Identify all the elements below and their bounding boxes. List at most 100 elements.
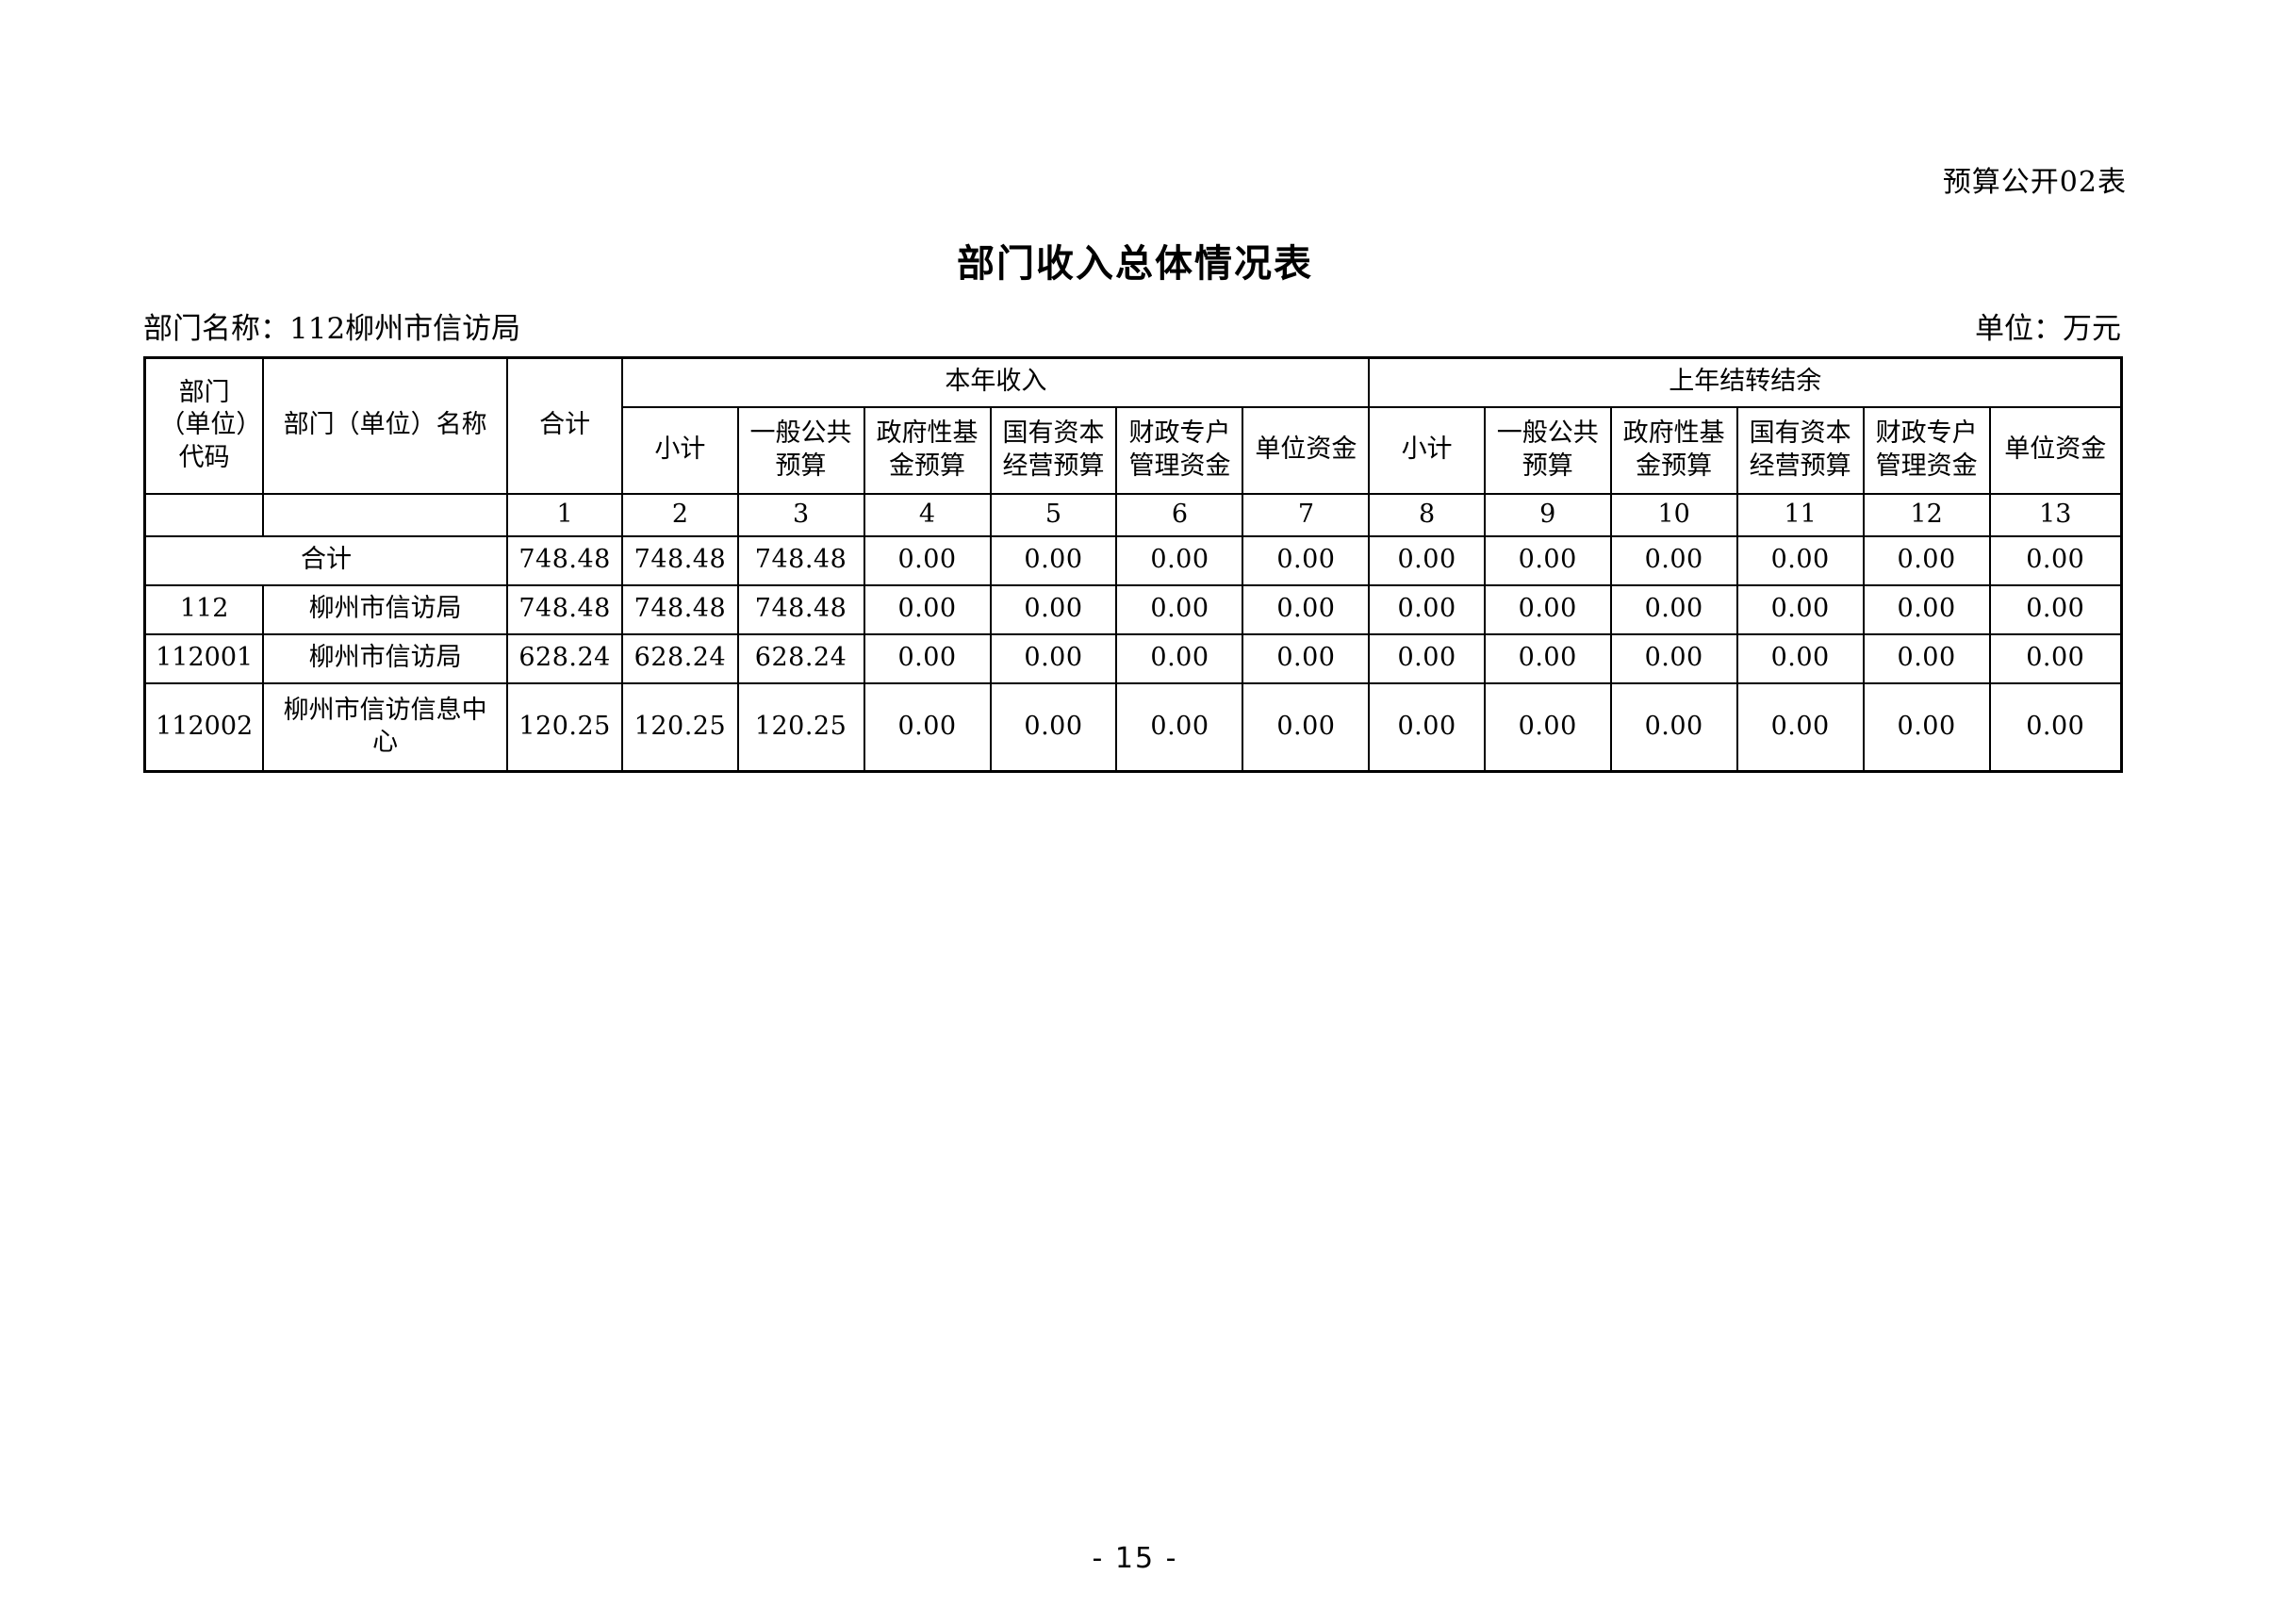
header-cy-special-account-funds: 财政专户 管理资金 (1115, 405, 1244, 495)
header-total: 合计 (505, 356, 624, 495)
cell-department-code: 112002 (143, 681, 265, 773)
colnum-name-blank (262, 492, 508, 537)
colnum-12: 12 (1862, 492, 1991, 537)
header-cy-government-fund-budget-line1: 政府性基 (876, 418, 979, 448)
header-co-unit-funds: 单位资金 (1988, 405, 2123, 495)
cell-total: 120.25 (505, 681, 624, 773)
cell-cy-soe: 0.00 (989, 681, 1118, 773)
colnum-3: 3 (736, 492, 865, 537)
header-co-special-account-funds: 财政专户 管理资金 (1862, 405, 1991, 495)
cell-cy-general-public: 748.48 (736, 583, 865, 635)
cell-total: 628.24 (505, 632, 624, 684)
cell-co-general-public: 0.00 (1483, 681, 1612, 773)
cell-cy-special-account: 0.00 (1115, 632, 1244, 684)
table-header-group-row: 部门（单位）代码 部门（单位）名称 合计 本年收入 上年结转结余 (143, 356, 2123, 495)
header-co-soe-operating-budget-line1: 国有资本 (1749, 418, 1851, 448)
table-row: 合计 748.48 748.48 748.48 0.00 0.00 0.00 0… (143, 534, 2123, 586)
cell-cy-special-account: 0.00 (1115, 583, 1244, 635)
cell-co-subtotal: 0.00 (1368, 632, 1486, 684)
cell-co-special-account: 0.00 (1862, 632, 1991, 684)
header-co-soe-operating-budget-line2: 经营预算 (1749, 451, 1851, 481)
table-body: 合计 748.48 748.48 748.48 0.00 0.00 0.00 0… (143, 534, 2123, 773)
header-cy-special-account-funds-line2: 管理资金 (1128, 451, 1231, 481)
header-co-government-fund-budget-line1: 政府性基 (1622, 418, 1725, 448)
unit-label: 单位：万元 (1975, 312, 2121, 346)
cell-co-general-public: 0.00 (1483, 534, 1612, 586)
cell-total: 748.48 (505, 534, 624, 586)
cell-cy-soe: 0.00 (989, 534, 1118, 586)
header-cy-soe-operating-budget-line2: 经营预算 (1002, 451, 1105, 481)
cell-cy-unit-funds: 0.00 (1242, 534, 1371, 586)
cell-department-name: 柳州市信访局 (262, 583, 508, 635)
colnum-11: 11 (1735, 492, 1865, 537)
cell-total: 748.48 (505, 583, 624, 635)
header-department-name: 部门（单位）名称 (262, 356, 508, 495)
cell-co-general-public: 0.00 (1483, 583, 1612, 635)
cell-department-code: 112 (143, 583, 265, 635)
cell-co-subtotal: 0.00 (1368, 534, 1486, 586)
cell-co-gov-fund: 0.00 (1609, 632, 1738, 684)
colnum-5: 5 (989, 492, 1118, 537)
header-cy-general-public-budget: 一般公共 预算 (736, 405, 865, 495)
cell-co-special-account: 0.00 (1862, 583, 1991, 635)
cell-cy-general-public: 120.25 (736, 681, 865, 773)
header-cy-subtotal: 小计 (621, 405, 739, 495)
header-cy-government-fund-budget: 政府性基 金预算 (863, 405, 992, 495)
header-cy-government-fund-budget-line2: 金预算 (889, 451, 966, 481)
table-column-number-row: 1 2 3 4 5 6 7 8 9 10 11 12 13 (143, 492, 2123, 537)
cell-co-soe: 0.00 (1735, 632, 1865, 684)
colnum-9: 9 (1483, 492, 1612, 537)
cell-cy-gov-fund: 0.00 (863, 534, 992, 586)
table-row: 112002 柳州市信访信息中心 120.25 120.25 120.25 0.… (143, 681, 2123, 773)
cell-co-general-public: 0.00 (1483, 632, 1612, 684)
cell-cy-subtotal: 748.48 (621, 534, 739, 586)
header-co-general-public-budget-line1: 一般公共 (1496, 418, 1599, 448)
header-co-special-account-funds-line1: 财政专户 (1875, 418, 1978, 448)
header-group-prior-year-carryover: 上年结转结余 (1368, 356, 2123, 408)
cell-co-unit-funds: 0.00 (1988, 583, 2123, 635)
table-row: 112 柳州市信访局 748.48 748.48 748.48 0.00 0.0… (143, 583, 2123, 635)
department-name-label: 部门名称：112柳州市信访局 (143, 312, 521, 346)
cell-cy-general-public: 748.48 (736, 534, 865, 586)
cell-cy-soe: 0.00 (989, 632, 1118, 684)
colnum-8: 8 (1368, 492, 1486, 537)
cell-co-unit-funds: 0.00 (1988, 632, 2123, 684)
meta-row: 部门名称：112柳州市信访局 单位：万元 (143, 304, 2121, 346)
cell-co-gov-fund: 0.00 (1609, 681, 1738, 773)
header-co-government-fund-budget-line2: 金预算 (1636, 451, 1713, 481)
cell-department-name: 柳州市信访信息中心 (262, 681, 508, 773)
cell-co-unit-funds: 0.00 (1988, 681, 2123, 773)
budget-table: 部门（单位）代码 部门（单位）名称 合计 本年收入 上年结转结余 小计 一般公共… (143, 356, 2123, 773)
cell-cy-special-account: 0.00 (1115, 681, 1244, 773)
header-co-general-public-budget-line2: 预算 (1522, 451, 1573, 481)
cell-co-gov-fund: 0.00 (1609, 534, 1738, 586)
header-cy-soe-operating-budget: 国有资本 经营预算 (989, 405, 1118, 495)
cell-co-soe: 0.00 (1735, 681, 1865, 773)
colnum-code-blank (143, 492, 265, 537)
header-cy-general-public-budget-line1: 一般公共 (749, 418, 852, 448)
colnum-13: 13 (1988, 492, 2123, 537)
header-co-soe-operating-budget: 国有资本 经营预算 (1735, 405, 1865, 495)
cell-co-subtotal: 0.00 (1368, 681, 1486, 773)
cell-cy-gov-fund: 0.00 (863, 681, 992, 773)
budget-table-wrapper: 部门（单位）代码 部门（单位）名称 合计 本年收入 上年结转结余 小计 一般公共… (143, 356, 2123, 773)
cell-cy-special-account: 0.00 (1115, 534, 1244, 586)
cell-cy-gov-fund: 0.00 (863, 632, 992, 684)
cell-co-unit-funds: 0.00 (1988, 534, 2123, 586)
cell-cy-soe: 0.00 (989, 583, 1118, 635)
table-header-sub-row: 小计 一般公共 预算 政府性基 金预算 国有资本 经营预算 财政专户 (145, 405, 2123, 495)
cell-cy-subtotal: 748.48 (621, 583, 739, 635)
colnum-2: 2 (621, 492, 739, 537)
colnum-7: 7 (1242, 492, 1371, 537)
cell-cy-unit-funds: 0.00 (1242, 681, 1371, 773)
form-code-label: 预算公开02表 (1942, 166, 2127, 199)
header-cy-special-account-funds-line1: 财政专户 (1128, 418, 1231, 448)
cell-co-special-account: 0.00 (1862, 534, 1991, 586)
cell-cy-general-public: 628.24 (736, 632, 865, 684)
header-cy-soe-operating-budget-line1: 国有资本 (1002, 418, 1105, 448)
colnum-6: 6 (1115, 492, 1244, 537)
colnum-1: 1 (505, 492, 624, 537)
cell-co-special-account: 0.00 (1862, 681, 1991, 773)
header-department-code: 部门（单位）代码 (143, 356, 265, 495)
